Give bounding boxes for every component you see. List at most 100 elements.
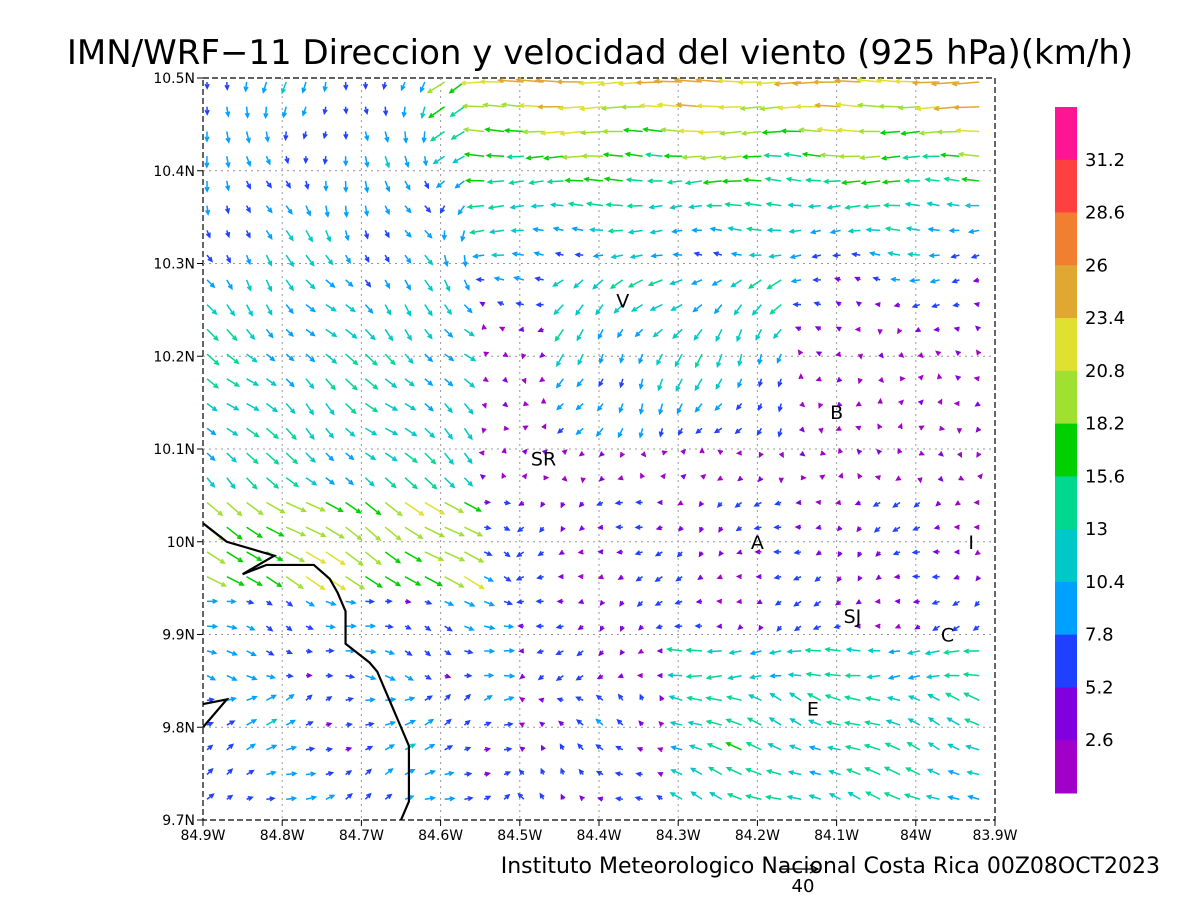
wind-arrowhead (368, 598, 376, 605)
wind-arrowhead (256, 556, 263, 562)
wind-arrow (226, 427, 238, 436)
wind-arrow (579, 81, 604, 85)
wind-arrow (770, 693, 782, 701)
wind-arrowhead (364, 161, 370, 169)
wind-arrowhead (874, 623, 881, 629)
wind-arrow (465, 153, 485, 157)
wind-arrowhead (952, 104, 959, 111)
wind-arrow (444, 328, 453, 338)
wind-arrowhead (745, 742, 752, 747)
wind-arrowhead (658, 431, 664, 438)
wind-arrowhead (783, 152, 790, 158)
wind-arrow (345, 303, 355, 312)
wind-arrowhead (837, 551, 843, 558)
wind-arrowhead (911, 80, 918, 86)
wind-arrowhead (227, 284, 233, 291)
wind-arrow (490, 229, 505, 233)
wind-arrowhead (248, 310, 253, 317)
wind-arrowhead (742, 177, 749, 183)
wind-arrowhead (702, 179, 709, 186)
wind-arrowhead (953, 524, 960, 530)
wind-arrowhead (819, 474, 826, 480)
wind-arrowhead (266, 182, 273, 189)
wind-arrowhead (595, 694, 602, 701)
wind-arrowhead (973, 301, 980, 308)
wind-arrowhead (251, 719, 258, 725)
wind-arrowhead (246, 183, 251, 190)
wind-arrowhead (857, 472, 863, 479)
wind-arrow (429, 106, 446, 118)
wind-arrowhead (567, 201, 574, 207)
wind-arrowhead (501, 472, 507, 479)
wind-arrowhead (634, 550, 641, 556)
wind-arrow (928, 768, 940, 776)
wind-arrow (463, 403, 474, 414)
wind-arrowhead (231, 650, 239, 656)
wind-arrowhead (836, 127, 843, 133)
wind-arrowhead (309, 260, 315, 267)
wind-arrowhead (481, 427, 487, 434)
wind-arrow (658, 103, 683, 108)
wind-arrowhead (937, 476, 944, 482)
wind-arrowhead (425, 674, 432, 680)
wind-arrowhead (208, 793, 215, 799)
wind-arrowhead (635, 80, 642, 86)
wind-arrow (464, 353, 476, 362)
wind-arrow (285, 254, 294, 267)
wind-arrow (305, 501, 325, 512)
wind-arrowhead (879, 130, 886, 136)
wind-arrowhead (449, 111, 456, 118)
wind-arrow (906, 767, 921, 776)
wind-arrowhead (596, 405, 603, 412)
wind-arrowhead (734, 502, 741, 508)
wind-arrowhead (478, 450, 485, 456)
wind-arrowhead (808, 770, 816, 776)
wind-arrowhead (220, 581, 227, 587)
wind-arrowhead (577, 574, 584, 580)
wind-arrowhead (883, 766, 890, 772)
wind-arrowhead (227, 768, 234, 774)
wind-arrowhead (518, 722, 525, 728)
wind-arrowhead (927, 717, 934, 723)
wind-arrowhead (539, 130, 546, 136)
wind-arrowhead (224, 84, 230, 91)
wind-arrow (767, 769, 782, 776)
wind-arrow (384, 576, 401, 587)
wind-arrowhead (820, 450, 827, 456)
legend-label: 5.2 (1085, 677, 1114, 698)
wind-arrowhead (481, 102, 489, 108)
wind-arrow (424, 427, 435, 438)
wind-arrowhead (638, 432, 644, 439)
lat-tick-label: 10N (167, 535, 195, 551)
wind-arrowhead (694, 406, 701, 413)
lon-tick-label: 84.5W (497, 828, 542, 844)
wind-arrowhead (327, 771, 335, 777)
wind-arrow (404, 279, 411, 290)
wind-arrowhead (250, 743, 257, 749)
wind-arrow (424, 477, 437, 489)
wind-arrow (246, 526, 262, 538)
wind-arrowhead (578, 451, 585, 457)
wind-arrow (444, 501, 464, 513)
wind-arrow (444, 526, 464, 537)
wind-arrowhead (765, 201, 772, 207)
wind-arrowhead (204, 186, 210, 193)
wind-arrowhead (928, 252, 935, 259)
wind-arrowhead (937, 398, 943, 405)
wind-arrowhead (349, 673, 356, 680)
wind-arrowhead (226, 257, 231, 264)
wind-arrowhead (552, 226, 559, 232)
wind-arrowhead (595, 309, 601, 316)
wind-arrowhead (808, 745, 815, 751)
wind-arrow (668, 180, 683, 184)
wind-arrow (767, 279, 782, 289)
wind-arrowhead (947, 743, 954, 749)
wind-arrowhead (764, 794, 772, 800)
wind-arrowhead (511, 251, 518, 257)
wind-arrowhead (974, 549, 981, 556)
lon-tick-label: 84.6W (418, 828, 463, 844)
wind-arrowhead (575, 309, 581, 316)
wind-arrowhead (725, 742, 732, 747)
wind-arrow (226, 452, 237, 463)
place-label: C (941, 625, 954, 647)
